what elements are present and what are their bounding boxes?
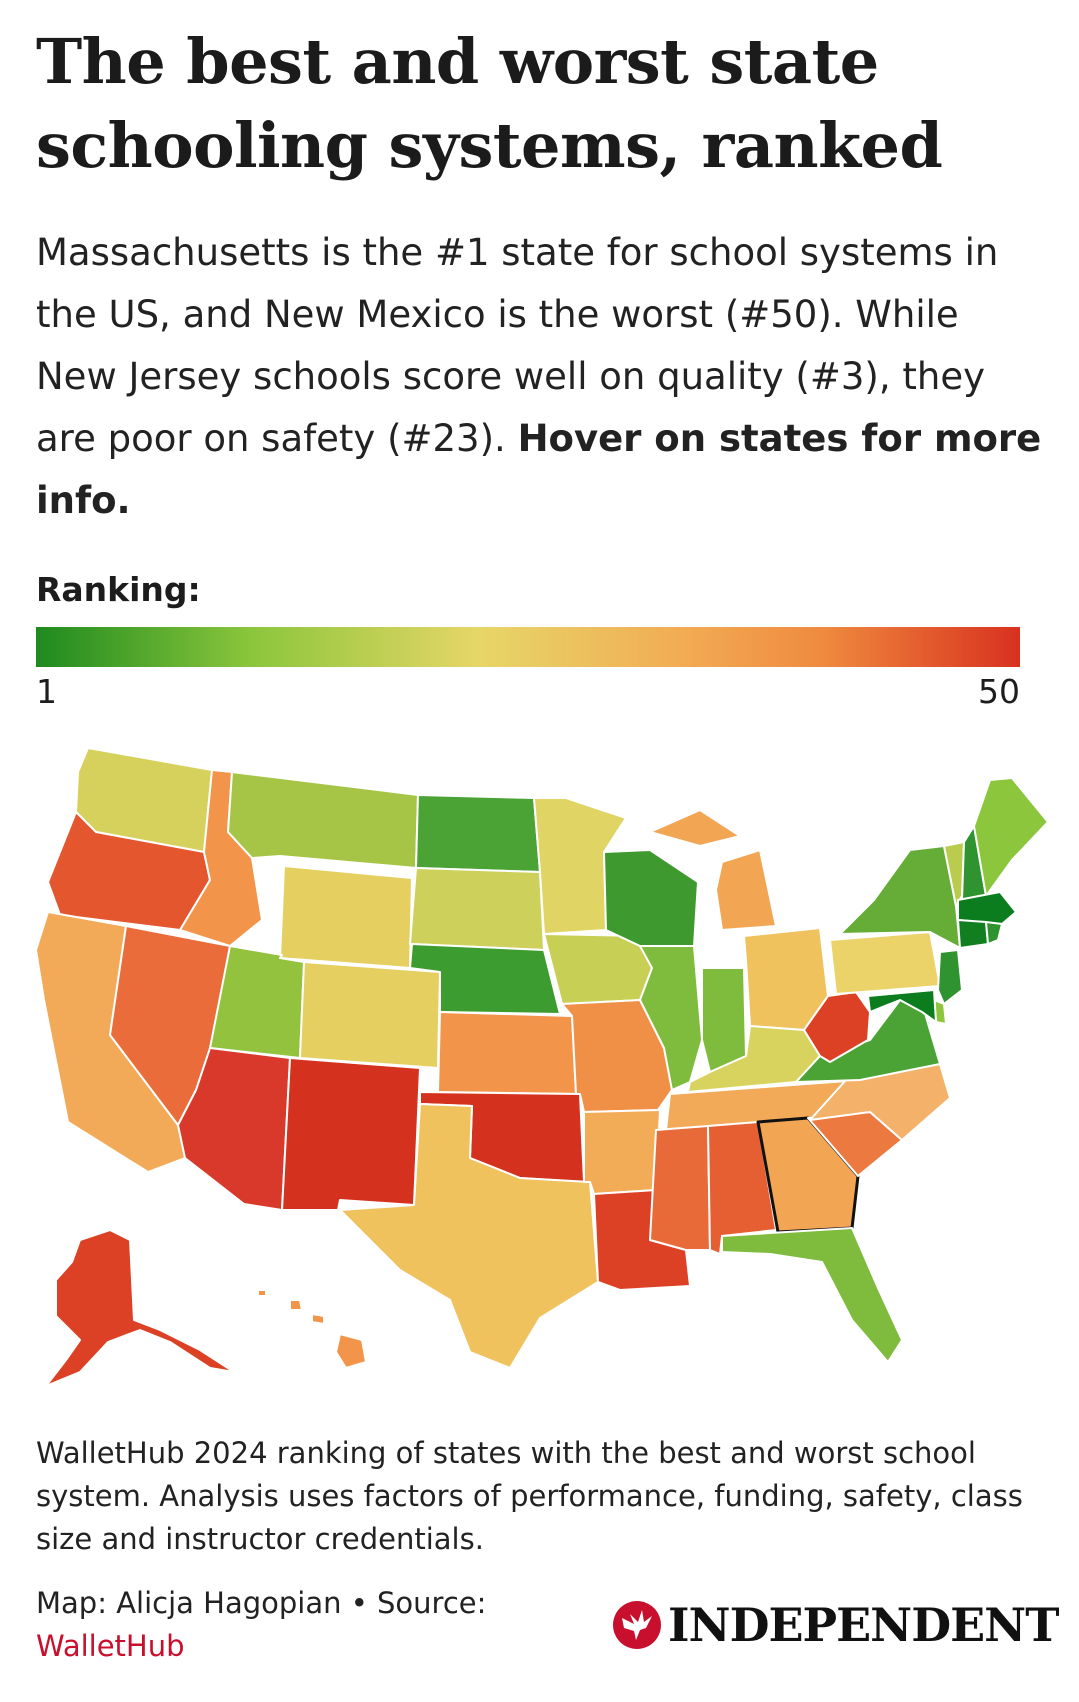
state-fl[interactable] [721,1227,903,1363]
independent-logo: INDEPENDENT [612,1598,1059,1652]
source-link[interactable]: WalletHub [36,1629,185,1663]
state-ma[interactable] [957,891,1017,925]
state-wv[interactable] [803,991,871,1063]
legend-min: 1 [36,672,57,711]
state-ri[interactable] [985,921,1003,945]
state-me[interactable] [973,777,1049,897]
logo-wordmark: INDEPENDENT [668,1598,1059,1652]
legend-label: Ranking: [36,570,201,609]
state-mt[interactable] [227,771,419,869]
us-states-map [35,747,1049,1387]
state-nd[interactable] [415,794,541,873]
eagle-icon [613,1601,661,1649]
state-nj[interactable] [937,949,963,1005]
map-caption: WalletHub 2024 ranking of states with th… [36,1436,1023,1556]
state-co[interactable] [299,961,441,1069]
dek-text: Massachusetts is the #1 state for school… [36,231,999,460]
page-title: The best and worst state schooling syste… [36,25,943,182]
state-wi[interactable] [603,849,699,947]
legend-color-scale [36,627,1020,667]
state-ct[interactable] [957,919,989,949]
state-tx[interactable] [339,1103,599,1369]
state-mi[interactable] [649,809,777,931]
legend-max: 50 [978,672,1020,711]
state-ks[interactable] [437,1011,577,1095]
state-ny[interactable] [839,845,961,949]
state-hi[interactable] [257,1289,367,1369]
credit-line: Map: Alicja Hagopian • Source: WalletHub [36,1582,486,1668]
state-il[interactable] [639,945,703,1091]
state-sd[interactable] [409,867,545,951]
state-in[interactable] [701,967,747,1073]
state-pa[interactable] [829,931,941,995]
state-wy[interactable] [279,865,413,969]
state-ms[interactable] [649,1125,711,1251]
state-ga[interactable] [756,1116,860,1234]
dek-call-to-action: Hover on states for more info. [36,417,1042,522]
credit-prefix: Map: Alicja Hagopian • Source: [36,1586,487,1620]
state-nm[interactable] [281,1057,421,1211]
dek: Massachusetts is the #1 state for school… [36,222,1046,532]
state-ak[interactable] [45,1229,235,1387]
state-md[interactable] [867,989,937,1023]
state-ar[interactable] [583,1109,661,1195]
